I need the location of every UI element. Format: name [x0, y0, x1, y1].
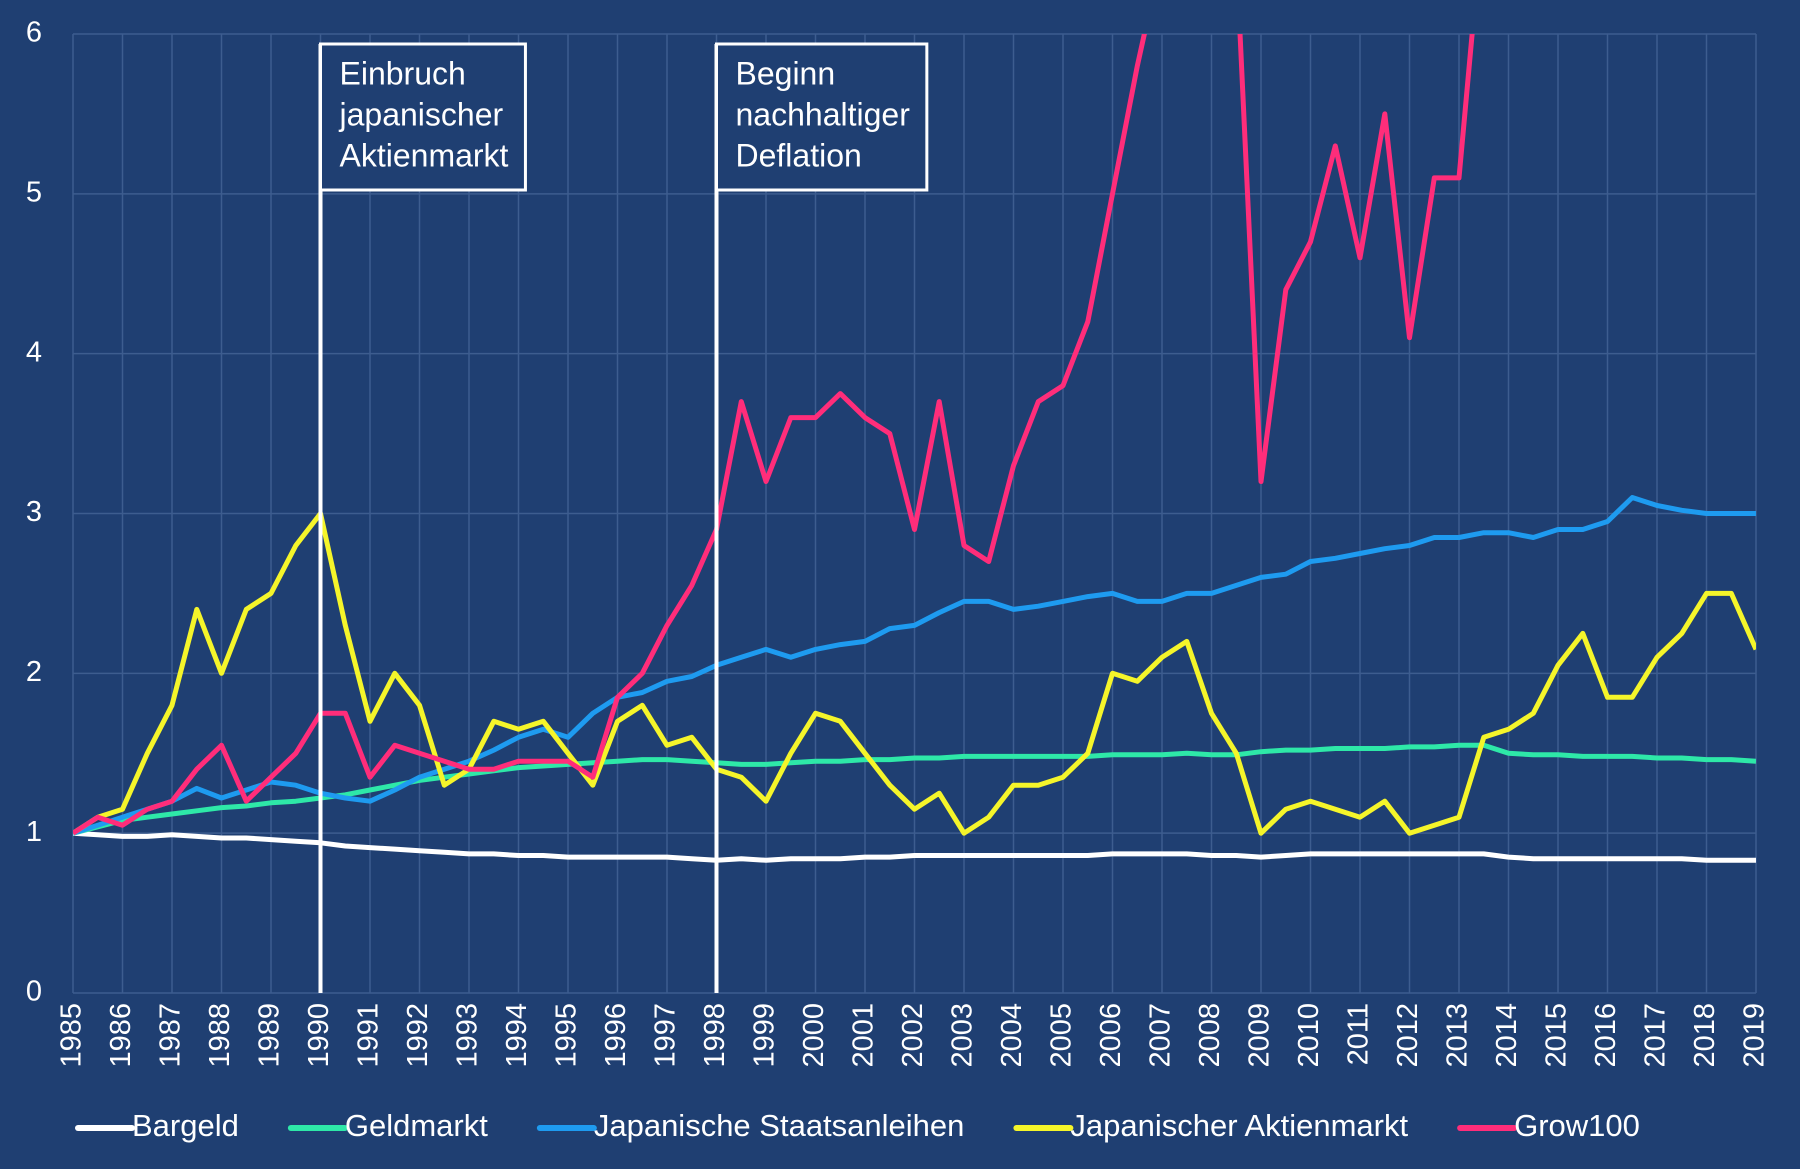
legend-label: Grow100: [1514, 1108, 1640, 1143]
annotation-text: Beginn: [736, 55, 836, 91]
x-tick-label: 2015: [1541, 1003, 1573, 1068]
y-tick-label: 5: [26, 176, 42, 208]
annotation-box: [715, 42, 929, 192]
annotation-box: [319, 42, 527, 192]
annotation-text: Einbruch: [340, 55, 466, 91]
annotation: Beginn nachhaltiger Deflation: [715, 42, 929, 192]
x-tick-label: 2008: [1194, 1003, 1226, 1068]
y-tick-label: 3: [26, 496, 42, 528]
x-tick-label: 1991: [353, 1003, 385, 1068]
legend-label: Japanischer Aktienmarkt: [1070, 1108, 1408, 1143]
annotation-text: Deflation: [736, 137, 862, 173]
series-line: [73, 742, 1756, 836]
x-tick-label: 1997: [650, 1003, 682, 1068]
y-tick-label: 2: [26, 656, 42, 688]
x-tick-label: 2011: [1343, 1003, 1375, 1065]
annotation-text: japanischer: [339, 96, 504, 132]
series-line: [73, 511, 1756, 836]
x-tick-label: 2012: [1392, 1003, 1424, 1068]
x-tick-label: 2013: [1442, 1003, 1474, 1068]
annotation-text: nachhaltiger: [736, 96, 911, 132]
x-tick-label: 2019: [1739, 1003, 1771, 1068]
x-tick-label: 1986: [105, 1003, 137, 1068]
x-tick-label: 2009: [1244, 1003, 1276, 1068]
x-tick-label: 2007: [1145, 1003, 1177, 1068]
x-tick-label: 2006: [1095, 1003, 1127, 1068]
x-tick-label: 2000: [798, 1003, 830, 1068]
x-tick-label: 2018: [1689, 1003, 1721, 1068]
series-line: [73, 34, 1475, 836]
series-line: [73, 830, 1756, 863]
x-tick-label: 2016: [1590, 1003, 1622, 1068]
x-tick-label: 1992: [402, 1003, 434, 1068]
y-tick-label: 4: [26, 336, 42, 368]
y-tick-label: 6: [26, 17, 42, 49]
x-tick-label: 2010: [1293, 1003, 1325, 1068]
x-tick-label: 1998: [699, 1003, 731, 1068]
x-tick-label: 2017: [1640, 1003, 1672, 1068]
x-tick-label: 1990: [303, 1003, 335, 1068]
series-lines: [73, 34, 1756, 863]
y-tick-label: 1: [26, 816, 42, 848]
x-tick-label: 2002: [897, 1003, 929, 1068]
x-tick-label: 1987: [155, 1003, 187, 1068]
x-tick-label: 2003: [947, 1003, 979, 1068]
series-line: [73, 495, 1756, 836]
legend-label: Geldmarkt: [345, 1108, 488, 1143]
x-tick-label: 1989: [254, 1003, 286, 1068]
legend-label: Japanische Staatsanleihen: [594, 1108, 965, 1143]
x-tick-label: 2014: [1491, 1003, 1523, 1068]
x-tick-label: 1985: [56, 1003, 88, 1068]
x-tick-label: 1994: [501, 1003, 533, 1068]
legend-label: Bargeld: [132, 1108, 239, 1143]
x-tick-label: 1988: [204, 1003, 236, 1068]
x-tick-label: 2004: [996, 1003, 1028, 1068]
x-tick-label: 1999: [749, 1003, 781, 1068]
x-tick-label: 1995: [551, 1003, 583, 1068]
annotation-text: Aktienmarkt: [340, 137, 509, 173]
x-tick-label: 2001: [848, 1003, 880, 1068]
x-tick-label: 2005: [1046, 1003, 1078, 1068]
y-tick-label: 0: [26, 976, 42, 1008]
annotation: Einbruch japanischer Aktienmarkt: [319, 42, 527, 192]
x-tick-label: 1993: [452, 1003, 484, 1068]
x-tick-label: 1996: [600, 1003, 632, 1068]
